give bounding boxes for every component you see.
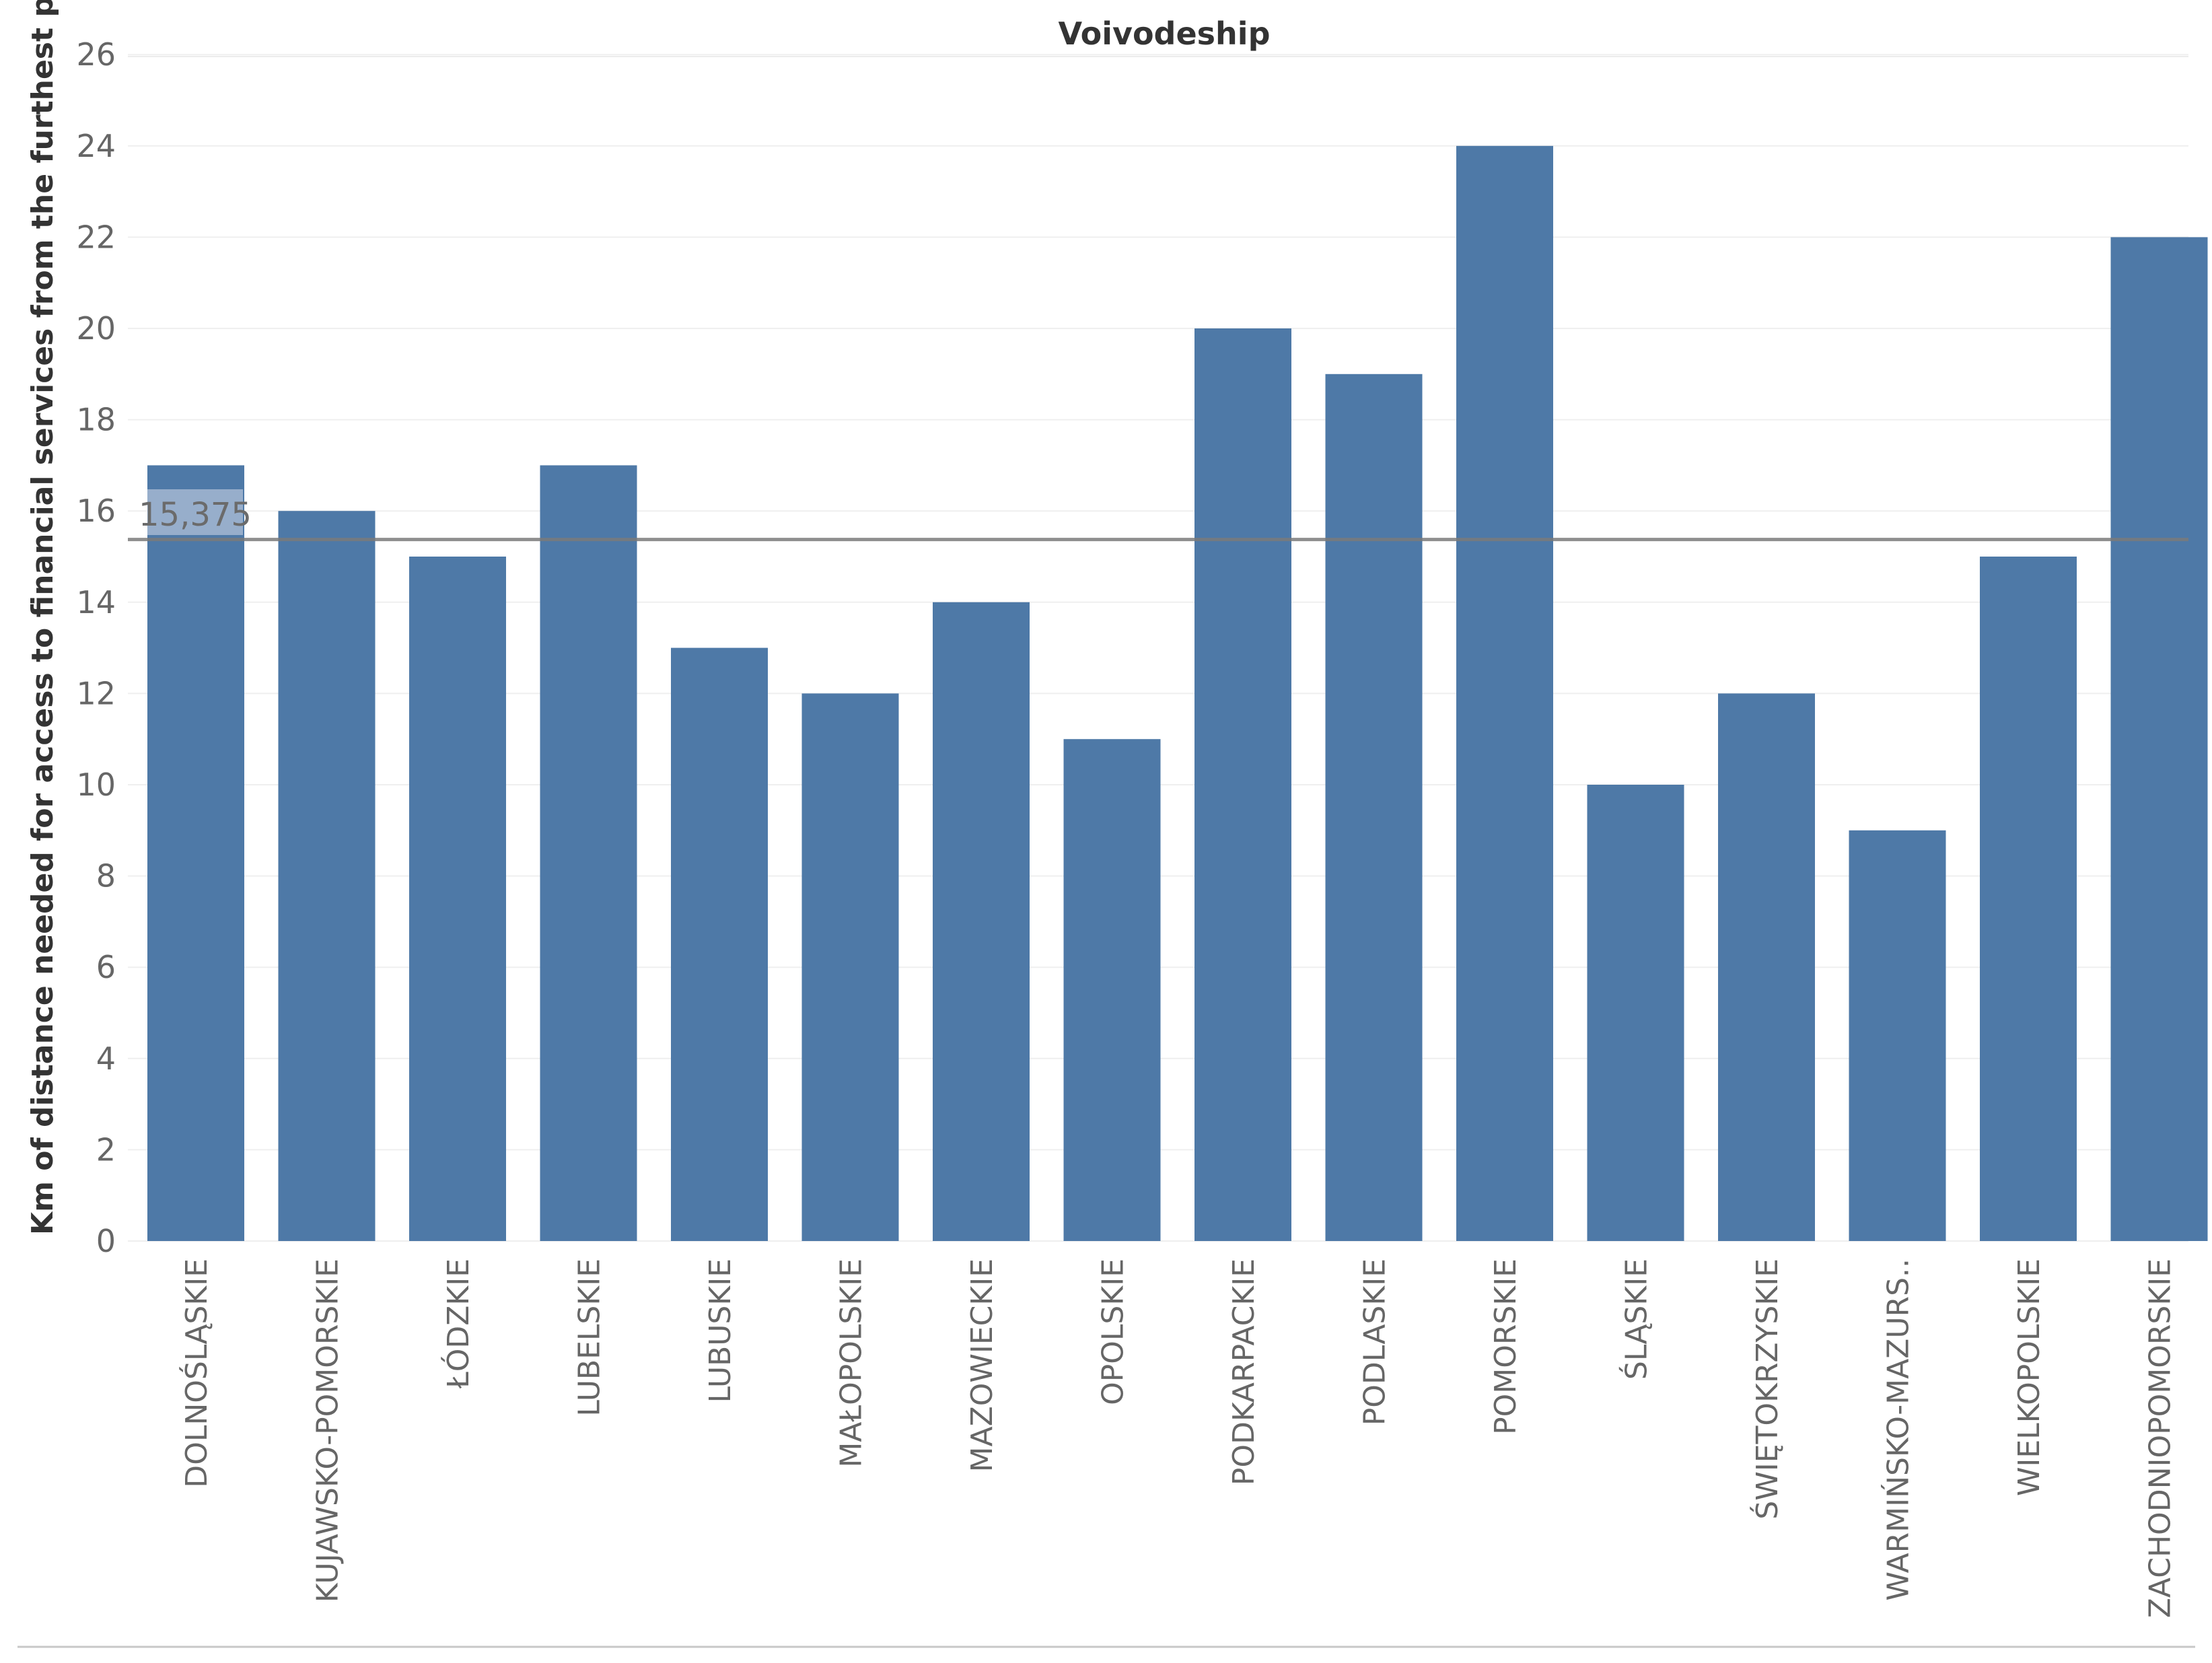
- y-tick-label: 18: [76, 402, 116, 438]
- bar-14[interactable]: [1849, 830, 1946, 1241]
- bar-2[interactable]: [278, 511, 376, 1242]
- bar-8[interactable]: [1063, 739, 1161, 1241]
- bar-13[interactable]: [1718, 693, 1815, 1241]
- bar-11[interactable]: [1456, 145, 1553, 1241]
- x-tick-label: PODKARPACKIE: [1227, 1259, 1261, 1485]
- bar-9[interactable]: [1194, 328, 1291, 1241]
- reference-line-label-background: [147, 489, 243, 535]
- bar-4[interactable]: [540, 465, 637, 1241]
- x-tick-label: OPOLSKIE: [1096, 1259, 1131, 1405]
- y-tick-label: 26: [76, 36, 116, 73]
- y-tick-label: 8: [96, 858, 116, 894]
- chart-title: Voivodeship: [1059, 15, 1271, 52]
- y-tick-label: 2: [96, 1131, 116, 1168]
- x-tick-label: WIELKOPOLSKIE: [2012, 1259, 2046, 1496]
- y-tick-label: 20: [76, 310, 116, 347]
- y-tick-label: 24: [76, 128, 116, 164]
- x-tick-label: WARMIŃSKO-MAZURS..: [1880, 1259, 1916, 1601]
- y-axis-title: Km of distance needed for access to fina…: [26, 0, 60, 1235]
- bar-3[interactable]: [409, 557, 506, 1241]
- x-tick-label: LUBELSKIE: [573, 1259, 607, 1417]
- bar-16[interactable]: [2110, 237, 2208, 1241]
- bar-1[interactable]: [147, 465, 244, 1241]
- y-tick-label: 14: [76, 584, 116, 621]
- bar-5[interactable]: [671, 647, 768, 1241]
- x-tick-label: ŚLĄSKIE: [1618, 1259, 1654, 1380]
- x-tick-label: LUBUSKIE: [703, 1259, 738, 1403]
- x-tick-label: ŁÓDZKIE: [440, 1259, 476, 1389]
- bar-10[interactable]: [1325, 374, 1423, 1241]
- x-tick-label: MAŁOPOLSKIE: [834, 1259, 869, 1468]
- x-tick-label: DOLNOŚLĄSKIE: [178, 1259, 214, 1488]
- bars: [147, 145, 2208, 1242]
- y-tick-label: 10: [76, 767, 116, 803]
- x-tick-label: ZACHODNIOPOMORSKIE: [2143, 1259, 2178, 1618]
- y-tick-label: 0: [96, 1223, 116, 1259]
- bar-7[interactable]: [933, 602, 1030, 1241]
- y-tick-label: 16: [76, 493, 116, 529]
- reference-line-label: 15,375: [139, 496, 252, 534]
- y-tick-label: 12: [76, 675, 116, 711]
- y-tick-label: 22: [76, 219, 116, 255]
- x-axis-labels: DOLNOŚLĄSKIE KUJAWSKO-POMORSKIE ŁÓDZKIE LUB…: [178, 1259, 2178, 1618]
- bar-12[interactable]: [1587, 785, 1684, 1241]
- bar-6[interactable]: [801, 693, 899, 1241]
- bar-15[interactable]: [1980, 557, 2077, 1241]
- x-tick-label: PODLASKIE: [1358, 1259, 1392, 1425]
- x-tick-label: KUJAWSKO-POMORSKIE: [311, 1259, 345, 1602]
- y-tick-label: 6: [96, 949, 116, 985]
- y-tick-label: 4: [96, 1040, 116, 1077]
- x-tick-label: POMORSKIE: [1489, 1259, 1523, 1435]
- x-tick-label: MAZOWIECKIE: [965, 1259, 999, 1472]
- x-tick-label: ŚWIĘTOKRZYSKIE: [1749, 1259, 1785, 1520]
